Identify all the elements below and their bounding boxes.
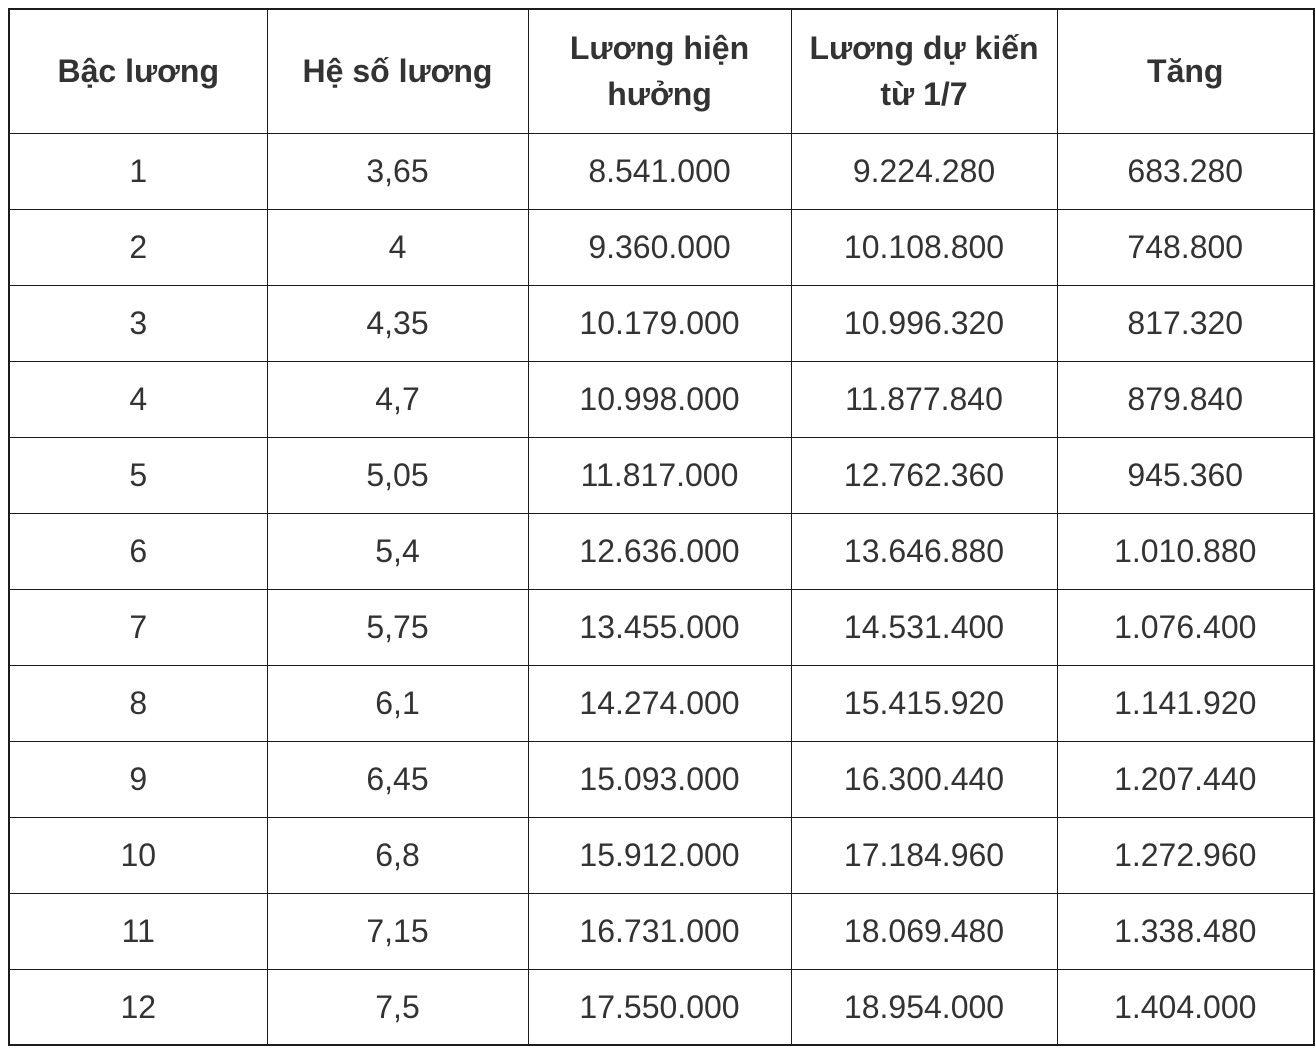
cell-he-so-luong: 4,35 (266, 284, 529, 362)
cell-tang: 1.338.480 (1056, 892, 1315, 970)
cell-tang: 1.207.440 (1056, 740, 1315, 818)
cell-luong-hien-huong: 13.455.000 (527, 588, 792, 666)
cell-luong-hien-huong: 11.817.000 (527, 436, 792, 514)
cell-bac-luong: 8 (8, 664, 268, 742)
column-header-bac-luong: Bậc lương (8, 8, 268, 134)
cell-he-so-luong: 5,4 (266, 512, 529, 590)
table-row: 7 5,75 13.455.000 14.531.400 1.076.400 (8, 588, 1315, 666)
cell-he-so-luong: 6,1 (266, 664, 529, 742)
cell-tang: 748.800 (1056, 208, 1315, 286)
table-row: 2 4 9.360.000 10.108.800 748.800 (8, 208, 1315, 286)
cell-bac-luong: 7 (8, 588, 268, 666)
cell-tang: 879.840 (1056, 360, 1315, 438)
column-header-he-so-luong: Hệ số lương (266, 8, 529, 134)
cell-he-so-luong: 3,65 (266, 132, 529, 210)
cell-luong-hien-huong: 17.550.000 (527, 968, 792, 1046)
cell-tang: 1.076.400 (1056, 588, 1315, 666)
cell-luong-du-kien: 18.954.000 (790, 968, 1058, 1046)
cell-tang: 1.272.960 (1056, 816, 1315, 894)
cell-he-so-luong: 7,15 (266, 892, 529, 970)
table-row: 4 4,7 10.998.000 11.877.840 879.840 (8, 360, 1315, 438)
cell-bac-luong: 9 (8, 740, 268, 818)
cell-luong-du-kien: 10.996.320 (790, 284, 1058, 362)
column-header-tang: Tăng (1056, 8, 1315, 134)
cell-luong-du-kien: 18.069.480 (790, 892, 1058, 970)
table-row: 5 5,05 11.817.000 12.762.360 945.360 (8, 436, 1315, 514)
cell-luong-du-kien: 9.224.280 (790, 132, 1058, 210)
cell-he-so-luong: 5,75 (266, 588, 529, 666)
cell-luong-hien-huong: 12.636.000 (527, 512, 792, 590)
cell-he-so-luong: 5,05 (266, 436, 529, 514)
cell-bac-luong: 1 (8, 132, 268, 210)
column-header-luong-hien-huong: Lương hiện hưởng (527, 8, 792, 134)
cell-he-so-luong: 4 (266, 208, 529, 286)
salary-table: Bậc lương Hệ số lương Lương hiện hưởng Lươn… (8, 8, 1315, 1046)
table-row: 9 6,45 15.093.000 16.300.440 1.207.440 (8, 740, 1315, 818)
header-row: Bậc lương Hệ số lương Lương hiện hưởng Lươn… (8, 8, 1315, 134)
cell-luong-hien-huong: 10.998.000 (527, 360, 792, 438)
cell-bac-luong: 2 (8, 208, 268, 286)
table-row: 3 4,35 10.179.000 10.996.320 817.320 (8, 284, 1315, 362)
cell-luong-du-kien: 12.762.360 (790, 436, 1058, 514)
cell-bac-luong: 11 (8, 892, 268, 970)
table-row: 11 7,15 16.731.000 18.069.480 1.338.480 (8, 892, 1315, 970)
cell-bac-luong: 3 (8, 284, 268, 362)
cell-luong-du-kien: 16.300.440 (790, 740, 1058, 818)
cell-tang: 945.360 (1056, 436, 1315, 514)
cell-tang: 1.404.000 (1056, 968, 1315, 1046)
cell-luong-hien-huong: 8.541.000 (527, 132, 792, 210)
table-row: 1 3,65 8.541.000 9.224.280 683.280 (8, 132, 1315, 210)
cell-luong-du-kien: 15.415.920 (790, 664, 1058, 742)
cell-bac-luong: 10 (8, 816, 268, 894)
cell-he-so-luong: 6,8 (266, 816, 529, 894)
cell-he-so-luong: 4,7 (266, 360, 529, 438)
cell-luong-hien-huong: 14.274.000 (527, 664, 792, 742)
cell-luong-du-kien: 11.877.840 (790, 360, 1058, 438)
cell-luong-hien-huong: 15.093.000 (527, 740, 792, 818)
cell-tang: 1.141.920 (1056, 664, 1315, 742)
cell-he-so-luong: 7,5 (266, 968, 529, 1046)
table-row: 8 6,1 14.274.000 15.415.920 1.141.920 (8, 664, 1315, 742)
cell-tang: 683.280 (1056, 132, 1315, 210)
cell-luong-du-kien: 10.108.800 (790, 208, 1058, 286)
cell-tang: 817.320 (1056, 284, 1315, 362)
cell-luong-hien-huong: 10.179.000 (527, 284, 792, 362)
cell-bac-luong: 5 (8, 436, 268, 514)
cell-luong-du-kien: 13.646.880 (790, 512, 1058, 590)
cell-luong-hien-huong: 16.731.000 (527, 892, 792, 970)
cell-bac-luong: 4 (8, 360, 268, 438)
column-header-luong-du-kien: Lương dự kiến từ 1/7 (790, 8, 1058, 134)
cell-tang: 1.010.880 (1056, 512, 1315, 590)
cell-bac-luong: 12 (8, 968, 268, 1046)
table-row: 12 7,5 17.550.000 18.954.000 1.404.000 (8, 968, 1315, 1046)
cell-he-so-luong: 6,45 (266, 740, 529, 818)
table-row: 6 5,4 12.636.000 13.646.880 1.010.880 (8, 512, 1315, 590)
table-body: 1 3,65 8.541.000 9.224.280 683.280 2 4 9.360.00… (8, 132, 1315, 1046)
cell-bac-luong: 6 (8, 512, 268, 590)
cell-luong-du-kien: 17.184.960 (790, 816, 1058, 894)
table-header: Bậc lương Hệ số lương Lương hiện hưởng Lươn… (8, 8, 1315, 134)
cell-luong-hien-huong: 9.360.000 (527, 208, 792, 286)
cell-luong-du-kien: 14.531.400 (790, 588, 1058, 666)
cell-luong-hien-huong: 15.912.000 (527, 816, 792, 894)
table-row: 10 6,8 15.912.000 17.184.960 1.272.960 (8, 816, 1315, 894)
